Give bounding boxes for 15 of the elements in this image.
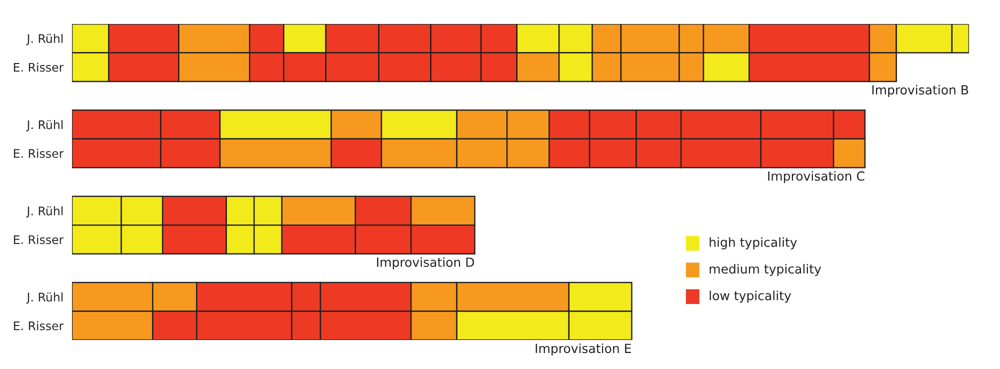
category-label: medium typicality [710,264,822,276]
y-tick-label: E. Risser [14,62,64,72]
annotation: Improvisation C [768,171,864,184]
annotation: Improvisation B [872,84,968,97]
annotation: Improvisation D [377,257,474,270]
y-tick-label: J. Rühl [26,120,63,132]
y-tick-label: E. Risser [14,234,64,244]
y-tick-label: J. Rühl [26,34,63,46]
y-tick-label: E. Risser [14,321,64,330]
y-tick-label: E. Risser [14,148,64,158]
y-tick-label: J. Rühl [26,292,63,304]
category-label: low typicality [710,290,792,303]
category-label: high typicality [710,237,797,250]
y-tick-label: J. Rühl [26,206,63,218]
text: Improvisation E [536,343,631,356]
